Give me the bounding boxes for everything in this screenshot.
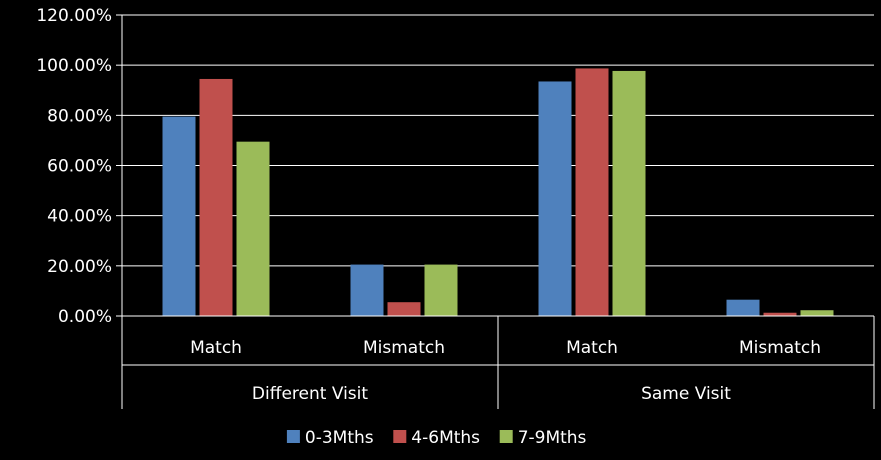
y-tick-label: 40.00% (47, 207, 112, 227)
y-tick-label: 100.00% (36, 56, 112, 76)
bar-4-6mths-match (199, 78, 233, 317)
x-category-label: Mismatch (739, 338, 821, 358)
legend-swatch (499, 430, 513, 443)
y-tick-label: 60.00% (47, 157, 112, 177)
bar-4-6mths-match (575, 68, 609, 317)
x-axis (121, 15, 875, 409)
bar-4-6mths-mismatch (763, 312, 797, 316)
y-tick-label: 20.00% (47, 257, 112, 277)
bar-7-9mths-mismatch (424, 264, 458, 316)
bar-4-6mths-mismatch (387, 302, 421, 316)
bar-0-3mths-match (162, 116, 196, 317)
y-tick-label: 120.00% (36, 6, 112, 26)
legend: 0-3Mths 4-6Mths 7-9Mths (286, 428, 587, 448)
legend-swatch (393, 430, 407, 443)
x-category-label: Mismatch (363, 338, 445, 358)
x-group-label: Different Visit (252, 384, 368, 404)
y-tick-label: 80.00% (47, 106, 112, 126)
bars (162, 68, 834, 317)
y-axis-tick-labels: 0.00% 20.00% 40.00% 60.00% 80.00% 100.00% 120.… (36, 6, 112, 327)
y-tick-label: 0.00% (58, 307, 112, 327)
x-category-label: Match (190, 338, 242, 358)
bar-0-3mths-mismatch (726, 299, 760, 316)
bar-0-3mths-match (538, 81, 572, 317)
x-axis-labels: Match Mismatch Match Mismatch Different Visi… (190, 338, 821, 404)
x-category-label: Match (566, 338, 618, 358)
bar-7-9mths-mismatch (800, 310, 834, 316)
legend-label: 7-9Mths (518, 428, 587, 448)
bar-7-9mths-match (612, 70, 646, 316)
legend-label: 4-6Mths (411, 428, 480, 448)
bar-7-9mths-match (236, 141, 270, 316)
bar-0-3mths-mismatch (350, 264, 384, 316)
x-group-label: Same Visit (641, 384, 731, 404)
legend-swatch (286, 430, 300, 443)
legend-label: 0-3Mths (305, 428, 374, 448)
